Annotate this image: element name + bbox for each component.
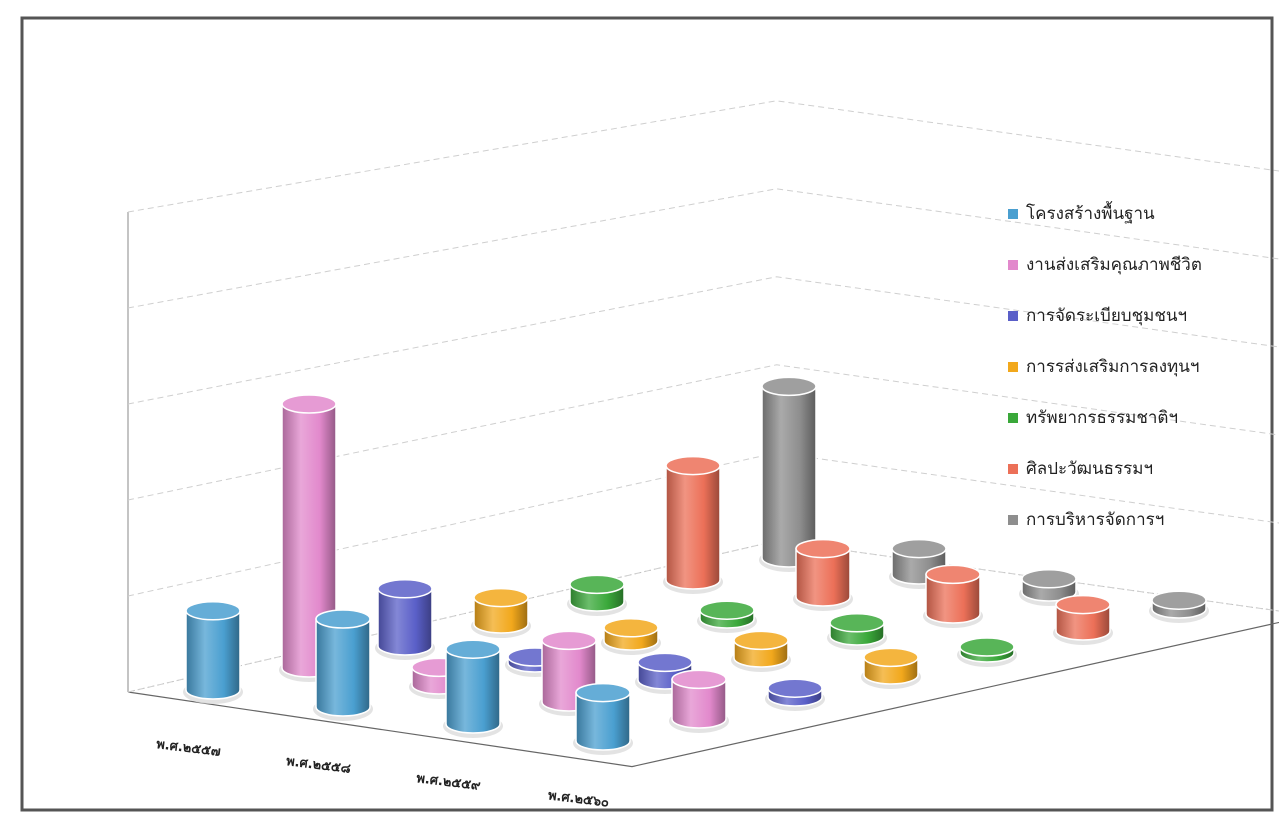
legend-swatch	[1008, 515, 1018, 525]
bar	[279, 394, 339, 682]
legend-swatch	[1008, 362, 1018, 372]
bar	[471, 587, 531, 638]
legend-swatch	[1008, 464, 1018, 474]
bar	[313, 609, 373, 721]
bar	[573, 682, 633, 755]
bar	[861, 647, 921, 689]
legend-swatch	[1008, 413, 1018, 423]
legend-label: การรส่งเสริมการลงทุนฯ	[1026, 357, 1199, 377]
bar	[567, 574, 627, 616]
legend-label: ทรัพยากรธรรมชาติฯ	[1026, 408, 1178, 428]
bar	[375, 579, 435, 660]
legend-swatch	[1008, 311, 1018, 321]
legend-label: การจัดระเบียบชุมชนฯ	[1026, 306, 1187, 326]
legend-swatch	[1008, 260, 1018, 270]
bar	[601, 618, 661, 655]
bar	[731, 630, 791, 672]
bar	[443, 639, 503, 738]
bar	[923, 564, 983, 628]
bar	[663, 455, 723, 594]
gridline	[127, 364, 1279, 501]
bar	[765, 678, 825, 711]
floor-edge	[127, 621, 1279, 768]
gridline	[127, 276, 1279, 405]
legend-label: งานส่งเสริมคุณภาพชีวิต	[1026, 255, 1202, 275]
legend-label: โครงสร้างพื้นฐาน	[1026, 201, 1155, 224]
bar	[669, 669, 729, 733]
bar	[1149, 590, 1209, 623]
legend-swatch	[1008, 209, 1018, 219]
legend-label: ศิลปะวัฒนธรรมฯ	[1026, 459, 1153, 479]
bar	[793, 538, 853, 611]
bars	[183, 376, 1209, 755]
legend-label: การบริหารจัดการฯ	[1026, 510, 1164, 530]
bar	[697, 600, 757, 633]
bar	[1053, 594, 1113, 645]
bar	[827, 613, 887, 650]
bar	[957, 637, 1017, 667]
legend: โครงสร้างพื้นฐานงานส่งเสริมคุณภาพชีวิตกา…	[1008, 201, 1202, 530]
bar	[183, 601, 243, 704]
x-tick-label: พ.ศ.๒๕๖๐	[547, 788, 610, 810]
